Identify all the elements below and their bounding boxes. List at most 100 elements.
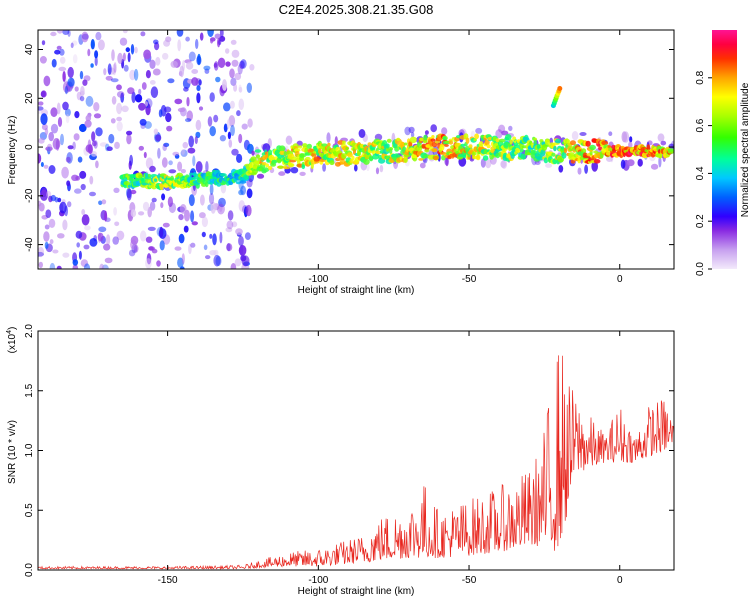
spectrogram-ridge-cell [553, 145, 557, 152]
spectrogram-ridge-cell [589, 144, 596, 151]
spectrogram-noise-cell [149, 80, 156, 85]
spectrogram-noise-cell [67, 77, 75, 87]
spectrogram-noise-cell [180, 149, 188, 157]
spectrogram-noise-cell [38, 137, 45, 144]
spectrogram-noise-cell [38, 106, 44, 111]
spectrogram-noise-cell [89, 191, 96, 197]
spectrogram-noise-cell [121, 105, 129, 113]
spectrogram-noise-cell [95, 127, 103, 137]
spectrogram-noise-cell [188, 194, 195, 207]
snr-y-ticks: 0.0 0.5 1.0 1.5 2.0 [24, 324, 674, 577]
spectrogram-noise-cell [94, 56, 98, 67]
spectrogram-ridge-cell [431, 135, 435, 139]
spectrogram-noise-cell [238, 84, 242, 92]
spectrogram-noise-cell [99, 142, 108, 147]
spectrogram-ridge-cell [433, 155, 439, 160]
spectrogram-noise-cell [238, 235, 244, 247]
spectrogram-noise-cell [629, 136, 633, 143]
spectrogram-noise-cell [184, 209, 190, 222]
spectrogram-noise-cell [192, 155, 196, 167]
spectrogram-ridge-cell [585, 140, 591, 147]
spectrogram-ridge-cell [305, 156, 311, 161]
spectrogram-noise-cell [48, 218, 56, 228]
spectrogram-noise-cell [79, 95, 85, 102]
spectrogram-noise-cell [223, 123, 228, 133]
spectrogram-noise-cell [116, 230, 125, 241]
spectrogram-noise-cell [157, 147, 161, 159]
spectrogram-noise-cell [209, 233, 213, 239]
spectrogram-noise-cell [103, 68, 107, 76]
spectrogram-noise-cell [208, 193, 215, 205]
spectrogram-ridge-cell [423, 134, 428, 141]
spectrogram-noise-cell [145, 236, 153, 243]
spectrogram-noise-cell [79, 170, 87, 179]
spectrogram-noise-cell [83, 263, 91, 269]
spectrogram-noise-cell [155, 134, 162, 142]
spectrogram-noise-cell [161, 157, 168, 168]
spectrogram-noise-cell [57, 233, 65, 239]
spectrogram-noise-cell [38, 153, 42, 164]
spectrogram-noise-cell [299, 171, 306, 176]
spectrogram-noise-cell [200, 194, 205, 206]
spectrogram-noise-cell [76, 242, 80, 248]
spectrogram-noise-cell [174, 98, 183, 105]
spectrogram-noise-cell [219, 135, 226, 142]
spectrogram-noise-cell [495, 129, 503, 139]
spectrogram-noise-cell [228, 139, 233, 148]
spectrogram-noise-cell [225, 48, 230, 54]
spectrogram-noise-cell [41, 124, 48, 131]
spectrogram-noise-cell [214, 33, 221, 39]
spectrogram-noise-cell [112, 63, 117, 76]
spectrogram-noise-cell [201, 216, 208, 228]
spectrogram-noise-cell [71, 174, 79, 181]
spectrogram-ridge-cell [561, 151, 567, 159]
spectrogram-noise-cell [72, 40, 78, 46]
spectrogram-noise-cell [55, 139, 60, 151]
spectrogram-noise-cell [147, 206, 152, 218]
spectrogram-noise-cell [66, 180, 71, 187]
spectrogram-y-tick-label: -20 [24, 188, 35, 203]
spectrogram-noise-cell [404, 126, 411, 136]
spectrogram-noise-cell [660, 140, 667, 146]
spectrogram-noise-cell [234, 258, 242, 267]
spectrogram-ridge-cell [220, 173, 227, 177]
spectrogram-noise-cell [167, 78, 175, 84]
spectrogram-y-tick-label: -40 [24, 237, 35, 252]
spectrogram-noise-cell [230, 39, 237, 45]
spectrogram-ridge-cell [163, 184, 169, 188]
spectrogram-ridge-cell [138, 174, 143, 179]
spectrogram-ridge-cell [254, 149, 262, 153]
spectrogram-noise-cell [139, 118, 147, 126]
spectrogram-noise-cell [146, 253, 152, 265]
spectrogram-ridge-cell [484, 139, 490, 146]
spectrogram-noise-cell [162, 143, 167, 152]
spectrogram-noise-cell [196, 92, 201, 104]
spectrogram-noise-cell [183, 87, 189, 92]
spectrogram-noise-cell [181, 149, 185, 155]
figure-title: C2E4.2025.308.21.35.G08 [279, 2, 434, 17]
spectrogram-noise-cell [238, 245, 247, 256]
spectrogram-noise-cell [285, 135, 293, 145]
spectrogram-ridge-cell [363, 158, 370, 165]
spectrogram-y-ticks: -40 -20 0 20 40 [24, 44, 674, 252]
spectrogram-noise-cell [79, 70, 84, 80]
spectrogram-noise-cell [174, 246, 182, 251]
spectrogram-noise-cell [41, 187, 47, 198]
spectrogram-noise-cell [116, 121, 123, 132]
spectrogram-noise-cell [165, 112, 172, 123]
spectrogram-noise-cell [134, 46, 138, 54]
spectrogram-ridge-cell [386, 138, 392, 143]
spectrogram-noise-cell [82, 79, 88, 86]
snr-x-ticks: -150 -100 -50 0 [158, 331, 623, 586]
spectrogram-noise-cell [498, 124, 506, 133]
spectrogram-noise-cell [38, 101, 44, 106]
spectrogram-noise-cell [145, 258, 152, 269]
spectrogram-noise-cell [144, 101, 148, 107]
spectrogram-noise-cell [38, 246, 45, 258]
spectrogram-noise-cell [67, 145, 74, 150]
spectrogram-ridge-cell [482, 155, 489, 161]
spectrogram-noise-cell [215, 255, 222, 267]
spectrogram-noise-cell [205, 161, 209, 173]
spectrogram-noise-cell [627, 159, 635, 167]
spectrogram-noise-cell [45, 209, 52, 218]
